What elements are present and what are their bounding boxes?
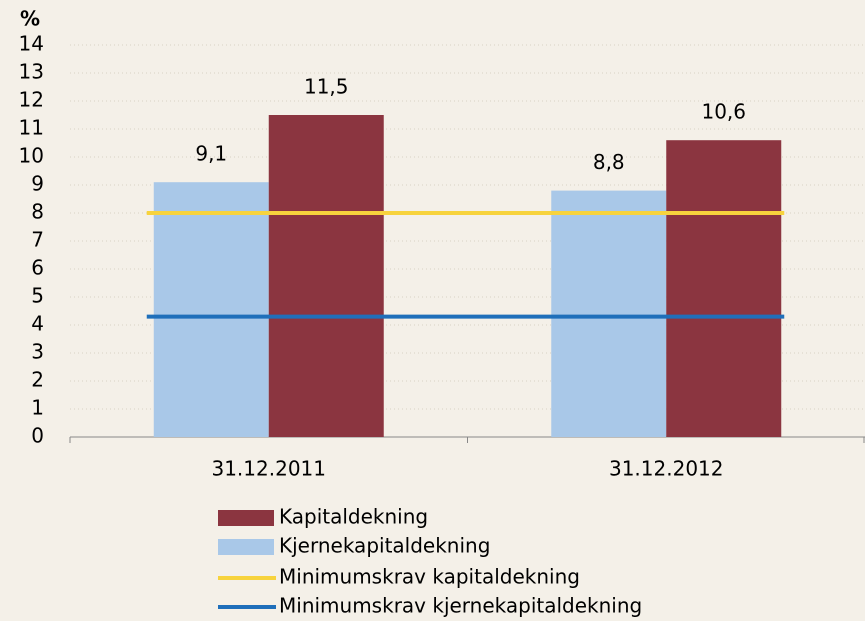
y-tick-label: 2 bbox=[31, 368, 44, 392]
y-tick-label: 1 bbox=[31, 396, 44, 420]
y-tick-label: 10 bbox=[19, 144, 44, 168]
y-tick-label: 9 bbox=[31, 172, 44, 196]
legend-label: Kjernekapitaldekning bbox=[279, 534, 490, 558]
legend-swatch bbox=[218, 539, 274, 555]
bar bbox=[153, 182, 269, 437]
legend-label: Minimumskrav kjernekapitaldekning bbox=[279, 594, 642, 618]
y-tick-label: 4 bbox=[31, 312, 44, 336]
x-tick-label: 31.12.2012 bbox=[609, 457, 724, 481]
bar bbox=[666, 140, 782, 437]
bar bbox=[551, 190, 667, 437]
data-label: 9,1 bbox=[195, 142, 227, 166]
legend-label: Kapitaldekning bbox=[279, 505, 428, 529]
bar bbox=[268, 115, 384, 437]
legend-swatch bbox=[218, 510, 274, 526]
legend-label: Minimumskrav kapitaldekning bbox=[279, 565, 580, 589]
y-tick-label: 6 bbox=[31, 256, 44, 280]
x-tick-label: 31.12.2011 bbox=[211, 457, 326, 481]
y-tick-label: 14 bbox=[19, 32, 44, 56]
data-label: 11,5 bbox=[304, 75, 349, 99]
y-tick-label: 12 bbox=[19, 88, 44, 112]
y-tick-label: 0 bbox=[31, 424, 44, 448]
y-tick-label: 3 bbox=[31, 340, 44, 364]
data-label: 8,8 bbox=[593, 150, 625, 174]
data-label: 10,6 bbox=[701, 100, 746, 124]
y-tick-label: 5 bbox=[31, 284, 44, 308]
y-tick-label: 13 bbox=[19, 60, 44, 84]
y-axis-label: % bbox=[20, 7, 40, 31]
y-tick-label: 8 bbox=[31, 200, 44, 224]
y-tick-label: 7 bbox=[31, 228, 44, 252]
y-tick-label: 11 bbox=[19, 116, 44, 140]
